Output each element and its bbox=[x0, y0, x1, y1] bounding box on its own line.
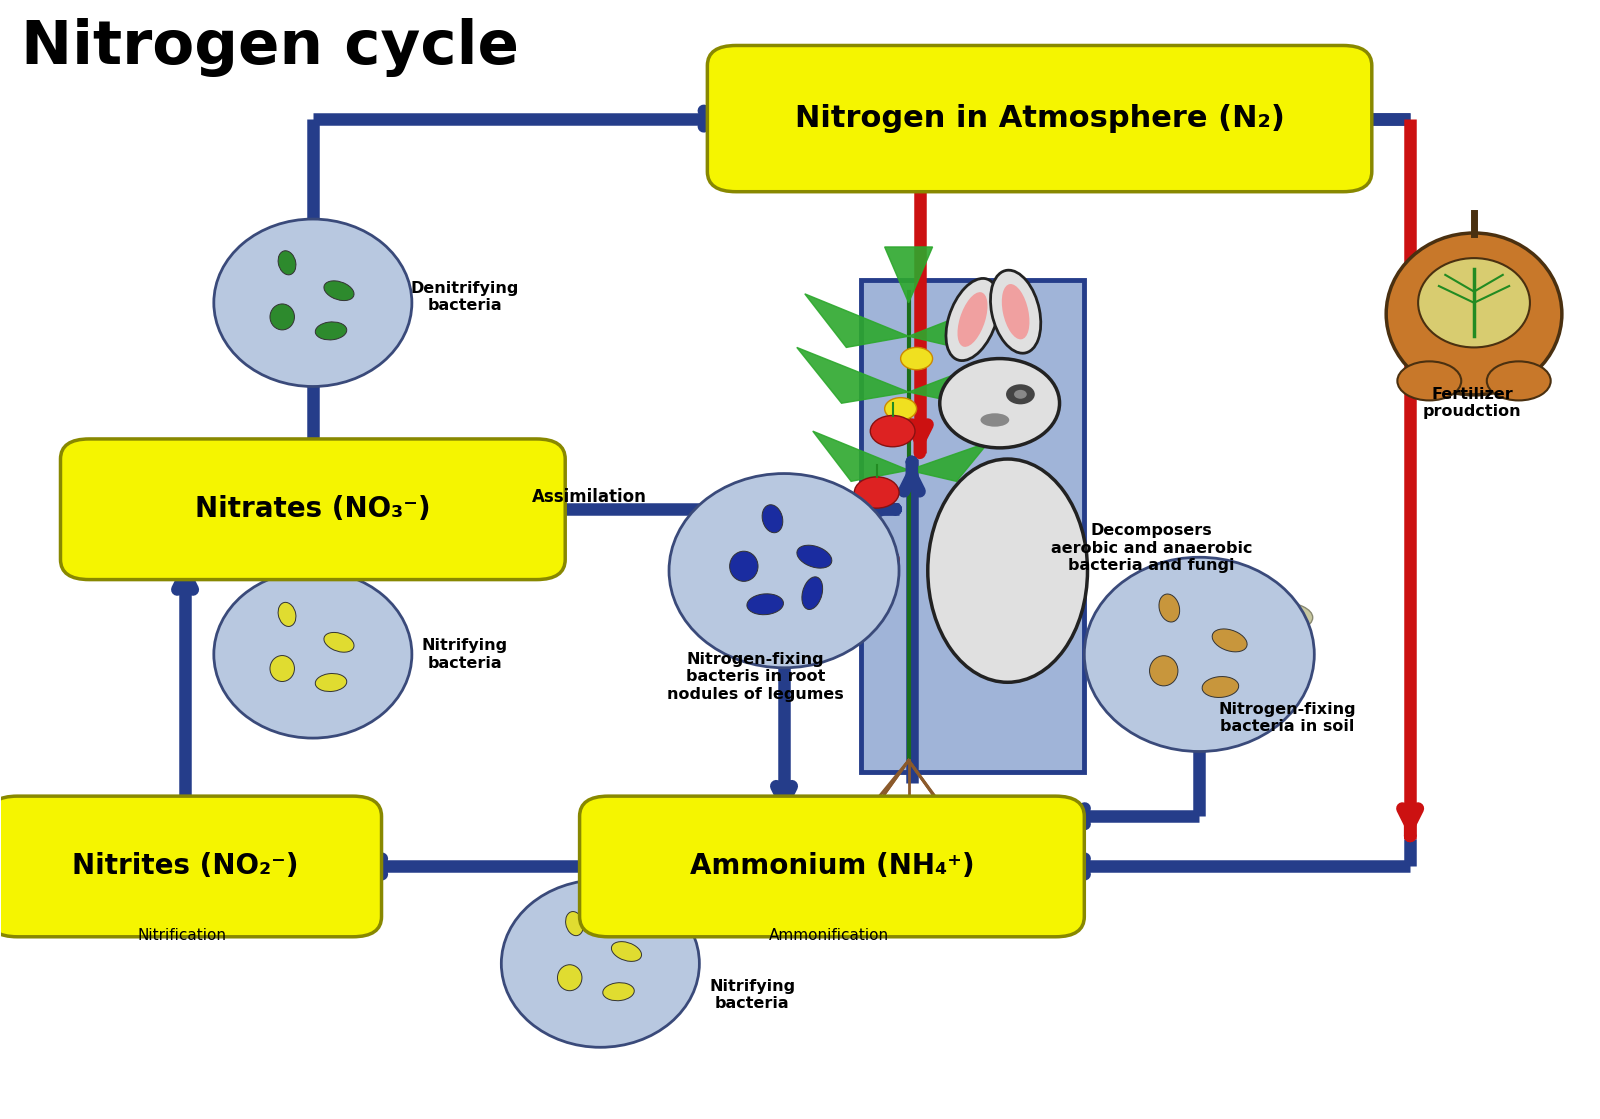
Ellipse shape bbox=[278, 602, 296, 627]
FancyBboxPatch shape bbox=[861, 281, 1085, 772]
Ellipse shape bbox=[669, 473, 899, 668]
Text: Nitrogen-fixing
bacteria in soil: Nitrogen-fixing bacteria in soil bbox=[1218, 702, 1355, 734]
Text: Nitrogen in Atmosphere (N₂): Nitrogen in Atmosphere (N₂) bbox=[795, 104, 1285, 133]
Ellipse shape bbox=[762, 505, 782, 533]
Ellipse shape bbox=[939, 358, 1059, 448]
Circle shape bbox=[870, 415, 915, 446]
Ellipse shape bbox=[946, 279, 998, 360]
Ellipse shape bbox=[1246, 602, 1312, 633]
Circle shape bbox=[1090, 679, 1106, 690]
Ellipse shape bbox=[1202, 677, 1238, 697]
Ellipse shape bbox=[802, 576, 822, 610]
Ellipse shape bbox=[611, 941, 642, 961]
Ellipse shape bbox=[1486, 361, 1550, 401]
Text: Nitrates (NO₃⁻): Nitrates (NO₃⁻) bbox=[195, 496, 430, 524]
Ellipse shape bbox=[981, 413, 1010, 426]
Ellipse shape bbox=[270, 304, 294, 330]
Ellipse shape bbox=[797, 545, 832, 568]
Text: Nitrogen cycle: Nitrogen cycle bbox=[21, 18, 518, 77]
Ellipse shape bbox=[1397, 361, 1461, 401]
Circle shape bbox=[1112, 679, 1128, 690]
Text: Nitrification: Nitrification bbox=[138, 928, 226, 943]
Ellipse shape bbox=[315, 674, 347, 692]
Text: Nitrites (NO₂⁻): Nitrites (NO₂⁻) bbox=[72, 853, 298, 881]
Polygon shape bbox=[909, 358, 997, 403]
Circle shape bbox=[854, 477, 899, 508]
Ellipse shape bbox=[214, 219, 411, 386]
Ellipse shape bbox=[1386, 233, 1562, 395]
Text: Ammonium (NH₄⁺): Ammonium (NH₄⁺) bbox=[690, 853, 974, 881]
Text: Decomposers
aerobic and anaerobic
bacteria and fungi: Decomposers aerobic and anaerobic bacter… bbox=[1051, 524, 1253, 573]
Circle shape bbox=[1096, 649, 1112, 660]
Text: Nitrogen-fixing
bacteris in root
nodules of legumes: Nitrogen-fixing bacteris in root nodules… bbox=[667, 651, 843, 702]
Polygon shape bbox=[1266, 627, 1291, 674]
Polygon shape bbox=[805, 294, 909, 347]
Ellipse shape bbox=[501, 880, 699, 1047]
Text: Nitrifying
bacteria: Nitrifying bacteria bbox=[421, 638, 507, 670]
Ellipse shape bbox=[323, 632, 354, 652]
Ellipse shape bbox=[1418, 258, 1530, 347]
Text: Fertilizer
proudction: Fertilizer proudction bbox=[1422, 387, 1522, 420]
Polygon shape bbox=[909, 442, 989, 481]
Ellipse shape bbox=[928, 459, 1088, 683]
Ellipse shape bbox=[315, 322, 347, 340]
FancyBboxPatch shape bbox=[0, 796, 381, 937]
Ellipse shape bbox=[270, 656, 294, 681]
Ellipse shape bbox=[990, 270, 1040, 354]
Ellipse shape bbox=[1213, 629, 1246, 652]
Circle shape bbox=[1106, 666, 1122, 677]
Ellipse shape bbox=[603, 982, 634, 1000]
FancyBboxPatch shape bbox=[707, 46, 1371, 191]
Ellipse shape bbox=[557, 965, 582, 990]
Polygon shape bbox=[885, 247, 933, 303]
Circle shape bbox=[1014, 389, 1027, 398]
Polygon shape bbox=[797, 347, 909, 403]
Ellipse shape bbox=[1085, 557, 1314, 752]
Circle shape bbox=[1102, 693, 1118, 704]
Text: Nitrifying
bacteria: Nitrifying bacteria bbox=[709, 979, 795, 1012]
Text: Ammonification: Ammonification bbox=[768, 928, 890, 943]
Ellipse shape bbox=[1002, 284, 1029, 339]
Ellipse shape bbox=[566, 912, 584, 935]
Ellipse shape bbox=[323, 281, 354, 301]
Ellipse shape bbox=[730, 552, 758, 582]
Ellipse shape bbox=[278, 251, 296, 275]
Ellipse shape bbox=[214, 571, 411, 739]
FancyBboxPatch shape bbox=[61, 439, 565, 580]
Circle shape bbox=[901, 347, 933, 369]
Text: Denitrifying
bacteria: Denitrifying bacteria bbox=[410, 281, 518, 313]
FancyBboxPatch shape bbox=[579, 796, 1085, 937]
Polygon shape bbox=[813, 431, 909, 481]
Ellipse shape bbox=[747, 594, 784, 614]
Ellipse shape bbox=[1158, 594, 1179, 622]
Circle shape bbox=[854, 544, 899, 575]
Ellipse shape bbox=[957, 292, 987, 347]
Polygon shape bbox=[909, 305, 989, 347]
Circle shape bbox=[885, 397, 917, 420]
Text: Assimilation: Assimilation bbox=[531, 488, 646, 506]
Ellipse shape bbox=[1149, 656, 1178, 686]
Circle shape bbox=[1006, 384, 1035, 404]
